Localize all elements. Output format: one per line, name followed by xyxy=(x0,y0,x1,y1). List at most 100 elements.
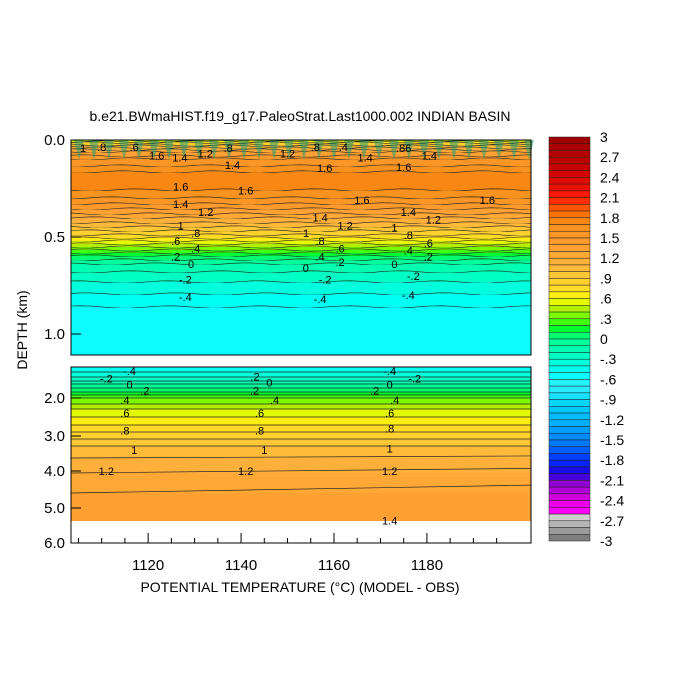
contour-label: .6 xyxy=(120,408,129,420)
contour-band xyxy=(71,399,531,401)
colorbar-box xyxy=(548,527,591,535)
contour-band xyxy=(71,469,531,471)
contour-band xyxy=(71,416,531,418)
colorbar-box xyxy=(548,520,591,528)
surface-noise xyxy=(314,140,324,160)
contour-line xyxy=(70,196,532,200)
colorbar-box xyxy=(548,298,591,306)
contour-band xyxy=(71,238,531,240)
contour-band xyxy=(71,500,531,502)
contour-label: 1.2 xyxy=(382,466,397,478)
contour-band xyxy=(71,299,531,301)
contour-band xyxy=(71,284,531,286)
contour-band xyxy=(71,336,531,338)
contour-band xyxy=(71,279,531,281)
contour-band xyxy=(71,409,531,411)
contour-band xyxy=(71,249,531,251)
contour-band xyxy=(71,386,531,388)
contour-label: .4 xyxy=(390,395,399,407)
contour-band xyxy=(71,447,531,449)
contour-label: 1.4 xyxy=(312,213,327,225)
contour-line xyxy=(70,242,532,246)
contour-band xyxy=(71,306,531,308)
contour-band xyxy=(71,439,531,441)
contour-band xyxy=(71,219,531,221)
contour-band xyxy=(71,488,531,490)
contour-band xyxy=(71,201,531,203)
surface-noise xyxy=(509,140,519,160)
colorbar-label: -1.5 xyxy=(600,432,624,448)
contour-line xyxy=(70,245,532,249)
contour-band xyxy=(71,274,531,276)
contour-label: -.4 xyxy=(123,366,136,378)
contour-band xyxy=(71,407,531,409)
contour-line xyxy=(70,212,532,216)
colorbar-box xyxy=(548,426,591,434)
contour-band xyxy=(71,318,531,320)
surface-noise xyxy=(134,140,144,160)
contour-band xyxy=(71,380,531,382)
contour-band xyxy=(71,369,531,371)
contour-label: 1.2 xyxy=(198,149,213,161)
contour-band xyxy=(71,460,531,462)
contour-label: 0 xyxy=(188,259,194,271)
colorbar-box xyxy=(548,210,591,219)
contour-band xyxy=(71,223,531,225)
contour-band xyxy=(71,178,531,180)
contour-band xyxy=(71,427,531,429)
surface-noise xyxy=(149,140,159,160)
upper-panel-frame xyxy=(70,139,532,356)
contour-band xyxy=(71,508,531,510)
contour-band xyxy=(71,175,531,177)
contour-band xyxy=(71,459,531,461)
contour-band xyxy=(71,162,531,164)
contour-band xyxy=(71,495,531,497)
colorbar-box xyxy=(548,358,591,367)
contour-band xyxy=(71,308,531,310)
contour-band xyxy=(71,301,531,303)
contour-band xyxy=(71,337,531,339)
contour-band xyxy=(71,221,531,223)
contour-band xyxy=(71,210,531,212)
contour-band xyxy=(71,467,531,469)
contour-band xyxy=(71,195,531,197)
contour-label: 0 xyxy=(126,379,132,391)
contour-label: .8 xyxy=(191,228,200,240)
contour-band xyxy=(71,273,531,275)
surface-noise xyxy=(359,140,369,160)
colorbar-box xyxy=(548,352,591,360)
contour-band xyxy=(71,437,531,439)
contour-label: 1.6 xyxy=(173,182,188,194)
contour-label: 1.6 xyxy=(480,195,495,207)
contour-band xyxy=(71,474,531,476)
colorbar-box xyxy=(548,392,591,400)
contour-line xyxy=(70,248,532,252)
contour-band xyxy=(71,172,531,174)
colorbar-box xyxy=(548,473,591,481)
surface-noise xyxy=(434,140,444,160)
colorbar-box xyxy=(548,156,591,165)
contour-band xyxy=(71,167,531,169)
contour-band xyxy=(71,313,531,315)
contour-band xyxy=(71,319,531,321)
contour-band xyxy=(71,471,531,473)
contour-band xyxy=(71,149,531,151)
contour-band xyxy=(71,452,531,454)
contour-band xyxy=(71,402,531,404)
contour-band xyxy=(71,229,531,231)
colorbar-label: .9 xyxy=(600,270,612,286)
colorbar-box xyxy=(548,433,591,441)
contour-band xyxy=(71,254,531,256)
contour-band xyxy=(71,263,531,265)
contour-band xyxy=(71,166,531,168)
colorbar-box xyxy=(548,507,591,515)
colorbar-box xyxy=(548,365,591,373)
contour-band xyxy=(71,401,531,403)
contour-band xyxy=(71,176,531,178)
contour-band xyxy=(71,512,531,514)
contour-band xyxy=(71,203,531,205)
contour-band xyxy=(71,381,531,383)
contour-band xyxy=(71,235,531,237)
contour-band xyxy=(71,417,531,419)
contour-band xyxy=(71,348,531,350)
